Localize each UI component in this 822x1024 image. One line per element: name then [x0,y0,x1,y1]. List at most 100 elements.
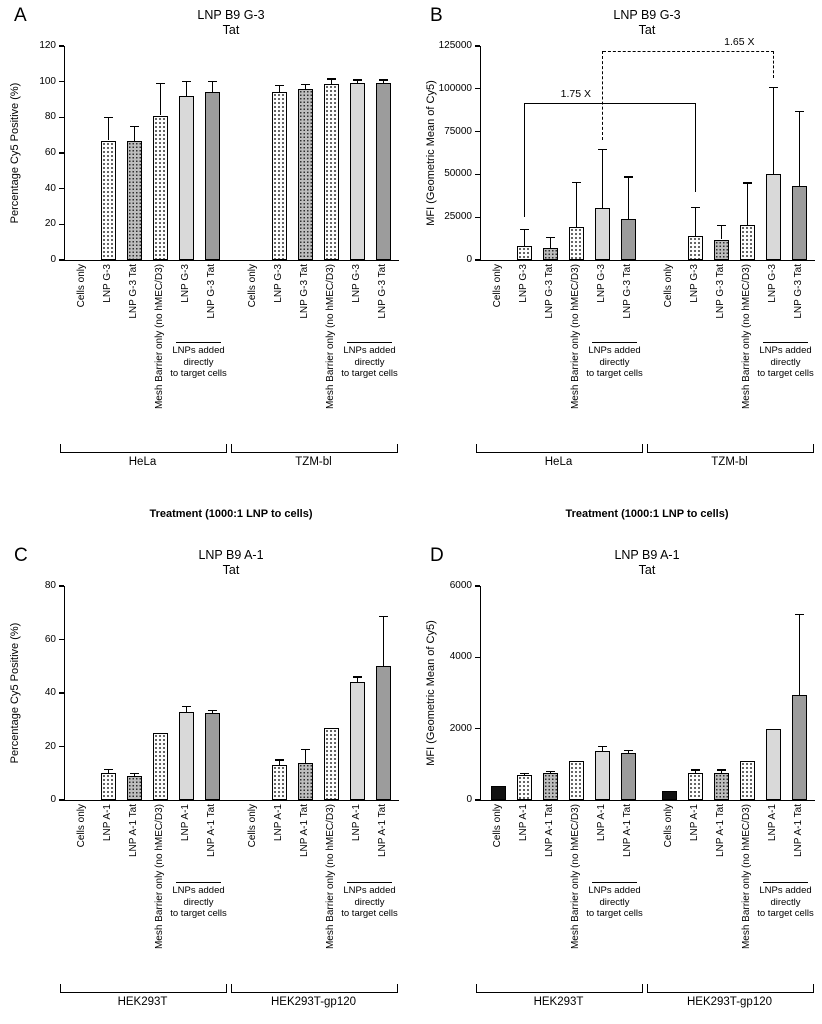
x-tick-label: Cells only [75,264,87,308]
y-tick-mark [475,216,480,218]
y-tick-mark [475,585,480,587]
error-bar-line [523,229,526,247]
group-label: TZM-bl [711,456,748,468]
x-axis-title: Treatment (1000:1 LNP to cells) [149,508,313,520]
x-tick-label: LNP A-1 Tat [127,804,139,857]
x-tick-label: Cells only [491,264,503,308]
x-tick-label: Mesh Barrier only (no hMEC/D3) [569,804,581,950]
error-bar-cap [208,709,217,712]
x-tick-label: LNP A-1 [101,804,113,842]
group-label: HEK293T [117,996,168,1008]
plot-area [64,586,399,801]
error-bar-line [304,84,307,89]
sub-bracket-label: LNPs added directly to target cells [757,885,814,919]
y-tick-mark [475,259,480,261]
x-tick-label: LNP G-3 [517,264,529,303]
sub-bracket-line [347,342,392,344]
error-bar-cap [769,86,778,88]
group-bracket [231,444,398,453]
error-bar-cap [327,78,336,80]
error-bar-cap [598,745,607,747]
x-tick-label: Mesh Barrier only (no hMEC/D3) [740,264,752,410]
sub-bracket-line [176,342,221,344]
x-axis-title: Treatment (1000:1 LNP to cells) [565,508,729,520]
error-bar-line [601,149,604,208]
sub-bracket-line [592,342,637,344]
bar [517,246,532,260]
error-bar-cap [546,771,555,773]
bar [179,95,194,260]
bar [127,140,142,260]
error-bar-cap [691,207,700,209]
error-bar-cap [743,182,752,184]
bar [376,666,391,800]
error-bar-line [746,183,749,225]
group-label: HEK293T-gp120 [686,996,773,1008]
x-tick-label: Mesh Barrier only (no hMEC/D3) [740,804,752,950]
error-bar-cap [275,759,284,761]
group-bracket [476,984,643,993]
y-tick-label: 4000 [449,651,472,663]
sub-bracket-label: LNPs added directly to target cells [757,345,814,379]
sub-bracket-line [592,882,637,884]
bar [205,92,220,260]
bar [205,713,220,800]
error-bar-cap [379,79,388,81]
y-tick-mark [475,45,480,47]
error-bar-cap [717,769,726,771]
group-label: HeLa [544,456,573,468]
error-bar-cap [353,676,362,678]
error-bar-cap [275,84,284,86]
error-bar-line [772,87,775,175]
bar [621,752,636,800]
error-bar-line [694,207,697,236]
error-bar-line [798,111,801,186]
bar [714,772,729,800]
bar [179,711,194,800]
sub-bracket-label: LNPs added directly to target cells [341,345,398,379]
y-tick-label: 100 [39,75,56,87]
error-bar-cap [795,110,804,112]
bar [543,248,558,260]
x-tick-label: Cells only [75,804,87,848]
group-bracket [60,984,227,993]
annotation-bracket-drop [601,51,603,141]
group-label: HEK293T [533,996,584,1008]
error-bar-line [627,177,630,219]
y-tick-label: 20 [44,218,56,230]
error-bar-line [356,677,359,683]
error-bar-line [382,79,385,83]
group-bracket [647,984,814,993]
error-bar-cap [208,81,217,83]
group-bracket [60,444,227,453]
y-tick-mark [59,188,64,190]
x-tick-label: Cells only [662,264,674,308]
y-axis-label: MFI (Geometric Mean of Cy5) [425,620,437,766]
error-bar-line [211,710,214,714]
chart-title: LNP B9 A-1 [614,548,680,562]
x-tick-label: Mesh Barrier only (no hMEC/D3) [569,264,581,410]
x-tick-label: LNP A-1 Tat [714,804,726,857]
y-tick-mark [59,585,64,587]
bar [491,785,506,800]
group-bracket [231,984,398,993]
annotation-bracket-drop [772,51,774,79]
group-bracket [476,444,643,453]
bar [714,239,729,260]
x-tick-label: LNP A-1 [688,804,700,842]
annotation-label: 1.65 X [724,36,755,49]
x-tick-label: LNP G-3 Tat [543,264,555,319]
error-bar-line [185,81,188,96]
error-bar-line [133,126,136,141]
group-bracket [647,444,814,453]
error-bar-cap [353,79,362,81]
sub-bracket-line [176,882,221,884]
annotation-label: 1.75 X [560,87,591,100]
bar [740,760,755,800]
annotation-bracket-drop [523,102,525,218]
bar [272,92,287,260]
y-tick-mark [59,116,64,118]
bar [127,775,142,800]
x-tick-label: LNP G-3 Tat [298,264,310,319]
y-tick-mark [475,799,480,801]
